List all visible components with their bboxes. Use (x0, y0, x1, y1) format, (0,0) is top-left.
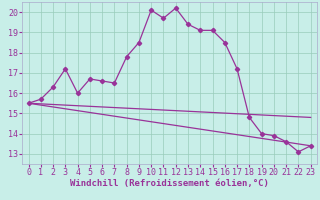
X-axis label: Windchill (Refroidissement éolien,°C): Windchill (Refroidissement éolien,°C) (70, 179, 269, 188)
